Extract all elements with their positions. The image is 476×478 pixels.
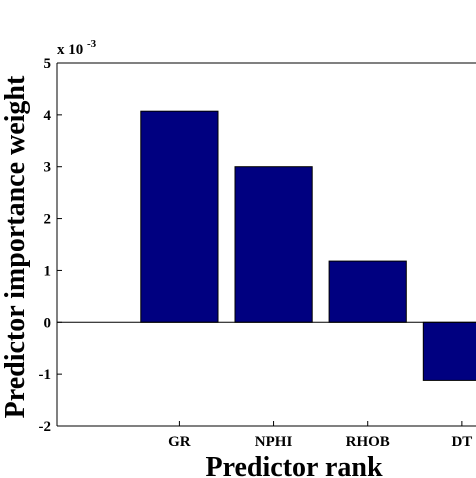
bar-gr (140, 110, 219, 323)
x-tick-label-rhob: RHOB (346, 434, 390, 450)
y-tick-label: 5 (44, 56, 52, 72)
y-tick-label: 2 (44, 212, 52, 228)
y-exponent-label: x 10 -3 (57, 38, 97, 58)
x-tick-group: GR NPHI RHOB DT (168, 421, 472, 450)
y-tick-label: 1 (44, 263, 52, 279)
y-axis-title: Predictor importance weight (0, 75, 31, 418)
exponent-power: -3 (87, 38, 97, 50)
x-tick-label-dt: DT (451, 434, 472, 450)
y-tick-label: -2 (39, 419, 52, 435)
bar-rhob (328, 260, 407, 323)
exponent-base: x 10 (57, 42, 83, 58)
y-tick-label: 0 (44, 315, 52, 331)
y-tick-label: 3 (44, 160, 52, 176)
bars-group (140, 110, 476, 381)
axes-group (56, 62, 476, 427)
y-tick-label: -1 (39, 367, 52, 383)
bar-nphi (234, 166, 313, 323)
x-tick-label-nphi: NPHI (255, 434, 293, 450)
x-axis-title: Predictor rank (205, 452, 382, 478)
bar-dt (422, 321, 476, 381)
x-tick-label-gr: GR (168, 434, 191, 450)
y-tick-label: 4 (44, 108, 52, 124)
y-tick-group: -2 -1 0 1 2 3 4 5 (39, 56, 62, 435)
